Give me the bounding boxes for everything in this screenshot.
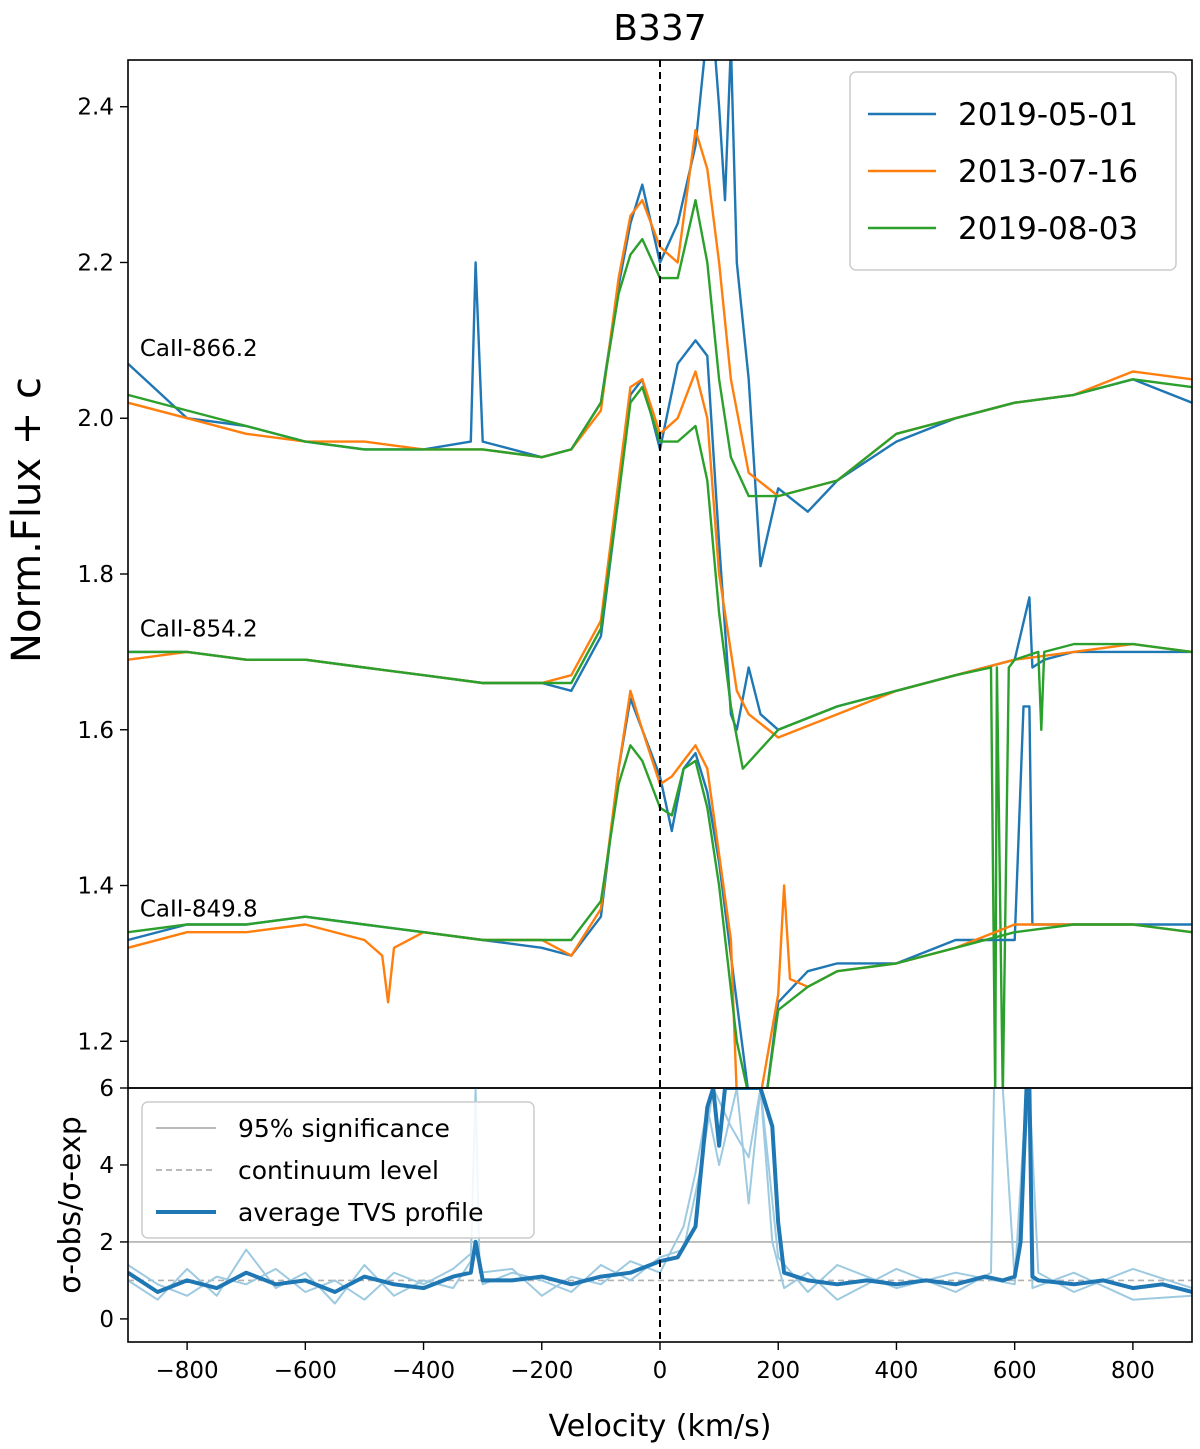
individual-tvs-line-1 — [128, 1088, 1192, 1301]
line-label-CaII-866.2: CaII-866.2 — [140, 336, 258, 362]
top-plot-area — [128, 60, 1192, 1088]
x-tick-label: −800 — [156, 1358, 219, 1384]
y-tick-label-bottom: 2 — [99, 1230, 114, 1256]
bottom-panel: 0 2 4 6 −800 −600 −400 −200 0 200 400 600 800 95% sig… — [99, 1076, 1193, 1384]
average-tvs-line — [128, 1088, 1192, 1294]
legend-top: 2019-05-01 2013-07-16 2019-08-03 — [849, 71, 1177, 271]
x-tick-label: −400 — [392, 1358, 455, 1384]
series-line-2019-08-03-CaII-866.2 — [128, 198, 1192, 498]
y-tick-label-top: 1.6 — [77, 718, 114, 744]
legend-label-average TVS profile: average TVS profile — [238, 1198, 483, 1227]
y-tick-label-top: 2.2 — [77, 250, 114, 276]
y-tick-label-top: 1.4 — [77, 874, 114, 900]
x-tick-label: 800 — [1111, 1358, 1155, 1384]
y-tick-label-top: 1.2 — [77, 1029, 114, 1055]
bottom-plot-area — [128, 1088, 1192, 1305]
y-tick-label-top: 2.0 — [77, 406, 114, 432]
legend-label-2013-07-16: 2013-07-16 — [958, 154, 1138, 190]
series-line-2019-08-03-CaII-849.8 — [128, 744, 1192, 1088]
legend-top-box — [849, 71, 1177, 271]
legend-label-2019-08-03: 2019-08-03 — [958, 211, 1138, 247]
legend-label-95% significance: 95% significance — [238, 1114, 450, 1143]
y-tick-label-bottom: 6 — [99, 1076, 114, 1102]
y-axis-label-top: Norm.Flux + c — [4, 377, 50, 663]
legend-bottom-box — [141, 1101, 535, 1239]
line-label-CaII-849.8: CaII-849.8 — [140, 897, 258, 923]
legend-label-continuum level: continuum level — [238, 1156, 439, 1185]
chart-title: B337 — [613, 8, 706, 49]
x-tick-label: 0 — [653, 1358, 668, 1384]
y-tick-label-bottom: 0 — [99, 1307, 114, 1333]
x-tick-label: 200 — [756, 1358, 800, 1384]
top-panel: CaII-866.2 CaII-854.2 CaII-849.8 1.2 1.4 1.6 1… — [77, 59, 1193, 1089]
x-tick-label: −600 — [274, 1358, 337, 1384]
legend-bottom: 95% significance continuum level average T… — [141, 1101, 535, 1239]
x-tick-label: 400 — [874, 1358, 918, 1384]
line-label-CaII-854.2: CaII-854.2 — [140, 616, 258, 642]
y-tick-label-top: 2.4 — [77, 95, 114, 121]
series-line-2019-08-03-CaII-854.2 — [128, 385, 1192, 1088]
x-tick-label: −200 — [510, 1358, 573, 1384]
y-tick-label-bottom: 4 — [99, 1153, 114, 1179]
series-line-2019-05-01-CaII-866.2 — [128, 60, 1192, 568]
individual-tvs-line-0 — [128, 1088, 1192, 1305]
legend-label-2019-05-01: 2019-05-01 — [958, 97, 1138, 133]
x-axis-label: Velocity (km/s) — [549, 1409, 772, 1444]
x-tick-label: 600 — [993, 1358, 1037, 1384]
y-tick-label-top: 1.8 — [77, 562, 114, 588]
y-axis-label-bottom: σ-obs/σ-exp — [53, 1116, 88, 1294]
